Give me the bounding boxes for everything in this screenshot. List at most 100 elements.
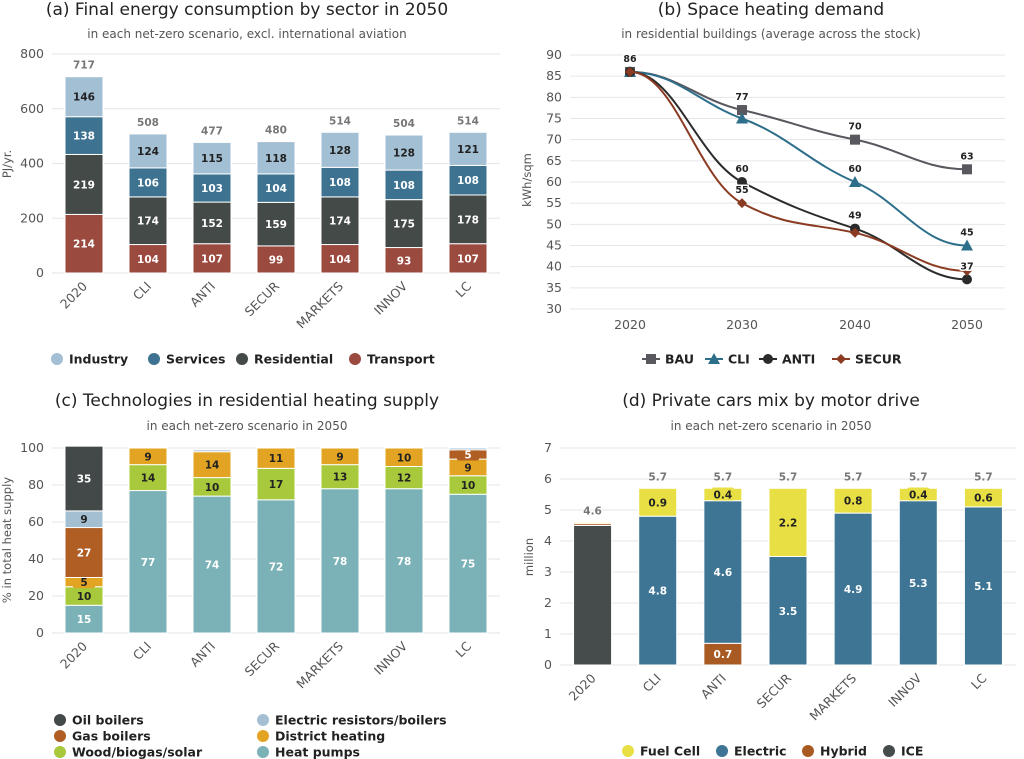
y-tick-label: 35 [546, 280, 562, 295]
data-label: 104 [265, 183, 287, 195]
legend-label-heat-pumps: Heat pumps [275, 745, 360, 759]
y-tick-label: 1 [544, 626, 552, 641]
data-label: 10 [205, 482, 220, 494]
legend-marker-district-heating [257, 730, 269, 742]
legend-label-industry: Industry [69, 352, 128, 367]
data-label: 107 [457, 253, 479, 265]
panel-b-subtitle: in residential buildings (average across… [621, 27, 921, 41]
data-label: 108 [393, 180, 415, 192]
bar-segment-ice [573, 525, 613, 666]
panel-d-private-cars: (d) Private cars mix by motor drive in e… [522, 391, 1016, 759]
data-label: 15 [77, 614, 92, 626]
bar-segment-fuel-cell [573, 521, 613, 525]
x-tick-label: ANTI [187, 279, 218, 310]
legend-label-wood-biogas-solar: Wood/biogas/solar [72, 745, 203, 759]
series-line-bau [629, 70, 968, 171]
legend-marker-gas-boilers [54, 730, 66, 742]
data-label-bg [907, 575, 930, 589]
y-tick-label: 0 [36, 625, 44, 640]
panel-a-y-axis-label: PJ/yr. [0, 150, 14, 178]
x-tick-label: SECUR [242, 638, 283, 679]
x-tick-label: LC [452, 638, 474, 660]
legend-label-electric-resistors-boilers: Electric resistors/boilers [275, 713, 447, 728]
legend-label-electric: Electric [734, 744, 787, 759]
data-label-bg [137, 554, 159, 568]
data-label-bau: 70 [848, 122, 862, 133]
x-tick-label: LC [452, 278, 474, 300]
data-label: 5 [80, 577, 87, 589]
legend-marker-oil-boilers [54, 714, 66, 726]
data-label: 5 [464, 449, 471, 461]
data-point-anti [737, 177, 747, 187]
y-tick-label: 200 [20, 210, 44, 225]
data-label-bg [201, 181, 223, 195]
data-label-bg [907, 487, 930, 501]
data-label-bg [711, 647, 734, 661]
data-label-bg [73, 575, 95, 589]
data-label-bg [393, 177, 415, 191]
data-label-bg [457, 460, 479, 474]
y-tick-label: 4 [544, 533, 552, 548]
y-tick-label: 6 [544, 471, 552, 486]
data-label-secur: 55 [735, 185, 748, 196]
data-label-bg [457, 173, 479, 187]
series-line-secur [629, 70, 968, 272]
data-label: 138 [73, 131, 95, 143]
data-label-bg [73, 128, 95, 142]
data-label: 9 [144, 451, 151, 463]
data-label: 106 [137, 177, 159, 189]
data-label-bg [329, 469, 351, 483]
total-label: 514 [329, 115, 351, 127]
data-label: 175 [393, 219, 415, 231]
data-label-bg [393, 216, 415, 230]
data-label: 4.8 [648, 586, 667, 598]
data-label-bg [201, 557, 223, 571]
data-point-bau [737, 105, 747, 116]
data-label-bg [265, 150, 287, 164]
data-label-bg [73, 589, 95, 602]
data-label: 2.2 [779, 517, 798, 529]
data-label-bg [265, 559, 287, 573]
panel-a-plot: 0 200 400 600 800 214 219 138 146 717 2020 104 174 10… [20, 46, 500, 331]
total-label: 5.7 [909, 471, 928, 483]
data-label: 115 [201, 153, 223, 165]
data-label-bg [137, 143, 159, 157]
data-label-bg [777, 603, 799, 617]
data-label-bg [457, 141, 479, 155]
legend-label-oil-boilers: Oil boilers [72, 713, 144, 728]
panel-a-energy-consumption: (a) Final energy consumption by sector i… [0, 0, 500, 367]
data-label-bg [73, 177, 95, 191]
series-line-anti [629, 70, 968, 281]
data-label-bg [73, 612, 95, 626]
data-label: 14 [141, 473, 156, 485]
panel-d-plot: 0 1 2 3 4 5 6 7 4.6 2020 4.8 0.9 5.7 CLI 0.7 4.6 0.4 5.7 A… [544, 440, 1016, 723]
data-label: 219 [73, 179, 95, 191]
data-label: 128 [329, 145, 351, 157]
data-label: 9 [336, 451, 343, 463]
data-label: 12 [397, 473, 412, 485]
x-tick-label: CLI [640, 671, 664, 695]
data-label: 124 [137, 146, 159, 158]
total-label: 5.7 [714, 471, 733, 483]
data-point-cli [961, 239, 973, 251]
legend-marker-residential [236, 353, 248, 365]
x-tick-label: 2020 [614, 317, 646, 332]
data-label-bg [329, 449, 351, 463]
data-label-bg [842, 493, 865, 507]
y-tick-label: 20 [28, 588, 44, 603]
data-label-anti: 37 [960, 261, 973, 272]
data-label-bg [777, 515, 799, 529]
data-label: 0.4 [909, 490, 928, 502]
data-label-bg [265, 181, 287, 195]
data-label-bau: 63 [960, 151, 973, 162]
data-point-anti [962, 274, 972, 285]
y-tick-label: 65 [546, 153, 562, 168]
x-tick-label: ANTI [698, 671, 729, 702]
y-tick-label: 7 [544, 440, 552, 455]
data-label-bg [646, 583, 669, 597]
x-tick-label: SECUR [242, 278, 283, 319]
y-tick-label: 100 [20, 440, 44, 455]
legend-marker-fuel-cell [622, 745, 634, 757]
total-label: 717 [73, 60, 95, 72]
